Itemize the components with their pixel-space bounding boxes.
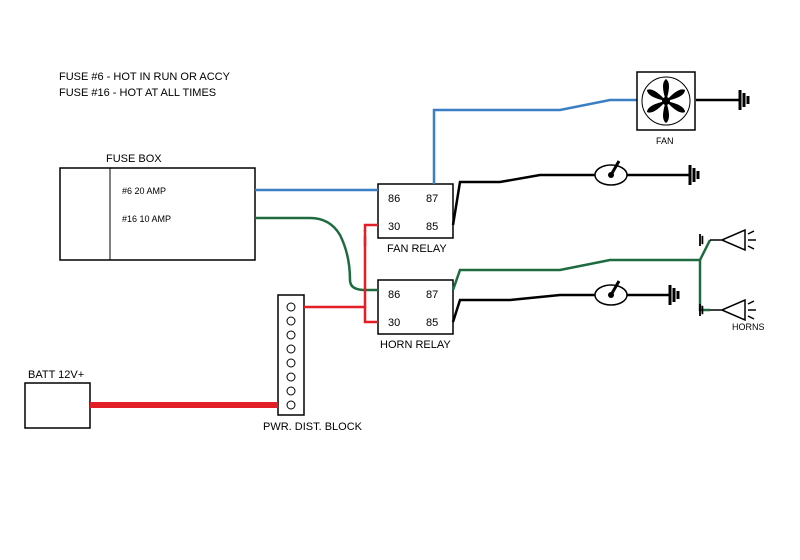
ground-icon	[690, 165, 698, 185]
svg-text:30: 30	[388, 221, 400, 233]
fusebox-label: FUSE BOX	[106, 153, 162, 165]
svg-text:86: 86	[388, 193, 400, 205]
battery-box	[25, 383, 90, 428]
toggle-switch-icon	[595, 161, 627, 185]
note-line-1: FUSE #6 - HOT IN RUN OR ACCY	[59, 71, 231, 83]
ground-icon	[670, 285, 678, 305]
horns-label: HORNS	[732, 322, 765, 332]
fan-relay: 86 87 30 85	[378, 184, 453, 238]
battery-label: BATT 12V+	[28, 369, 84, 381]
svg-text:85: 85	[426, 317, 438, 329]
wiring-diagram: FUSE #6 - HOT IN RUN OR ACCY FUSE #16 - …	[0, 0, 800, 560]
svg-text:30: 30	[388, 317, 400, 329]
horn-relay-label: HORN RELAY	[380, 339, 451, 351]
wire-green-relay-to-horns	[453, 260, 700, 290]
horn-icon	[710, 230, 756, 250]
fan-relay-label: FAN RELAY	[387, 243, 447, 255]
pwr-dist-block	[278, 295, 304, 415]
svg-text:86: 86	[388, 289, 400, 301]
fan-icon	[637, 72, 695, 130]
horn-relay: 86 87 30 85	[378, 280, 453, 334]
wire-red-pdb-to-hornrelay	[365, 307, 378, 322]
wire-blue-relay-to-fan	[434, 100, 637, 184]
fuse1-text: #6 20 AMP	[122, 186, 166, 196]
svg-text:85: 85	[426, 221, 438, 233]
horn-icon	[710, 300, 756, 320]
note-line-2: FUSE #16 - HOT AT ALL TIMES	[59, 87, 216, 99]
ground-icon	[740, 90, 748, 110]
pwrblock-label: PWR. DIST. BLOCK	[263, 421, 363, 433]
fuse2-text: #16 10 AMP	[122, 214, 171, 224]
ground-icon	[700, 234, 702, 246]
toggle-switch-icon	[595, 281, 627, 305]
wire-black-hornrelay-switch	[453, 295, 595, 322]
wire-black-fanrelay-switch	[453, 175, 595, 225]
wire-green-fuse-to-hornrelay	[255, 218, 378, 290]
svg-text:87: 87	[426, 193, 438, 205]
svg-text:87: 87	[426, 289, 438, 301]
fan-label: FAN	[656, 136, 674, 146]
